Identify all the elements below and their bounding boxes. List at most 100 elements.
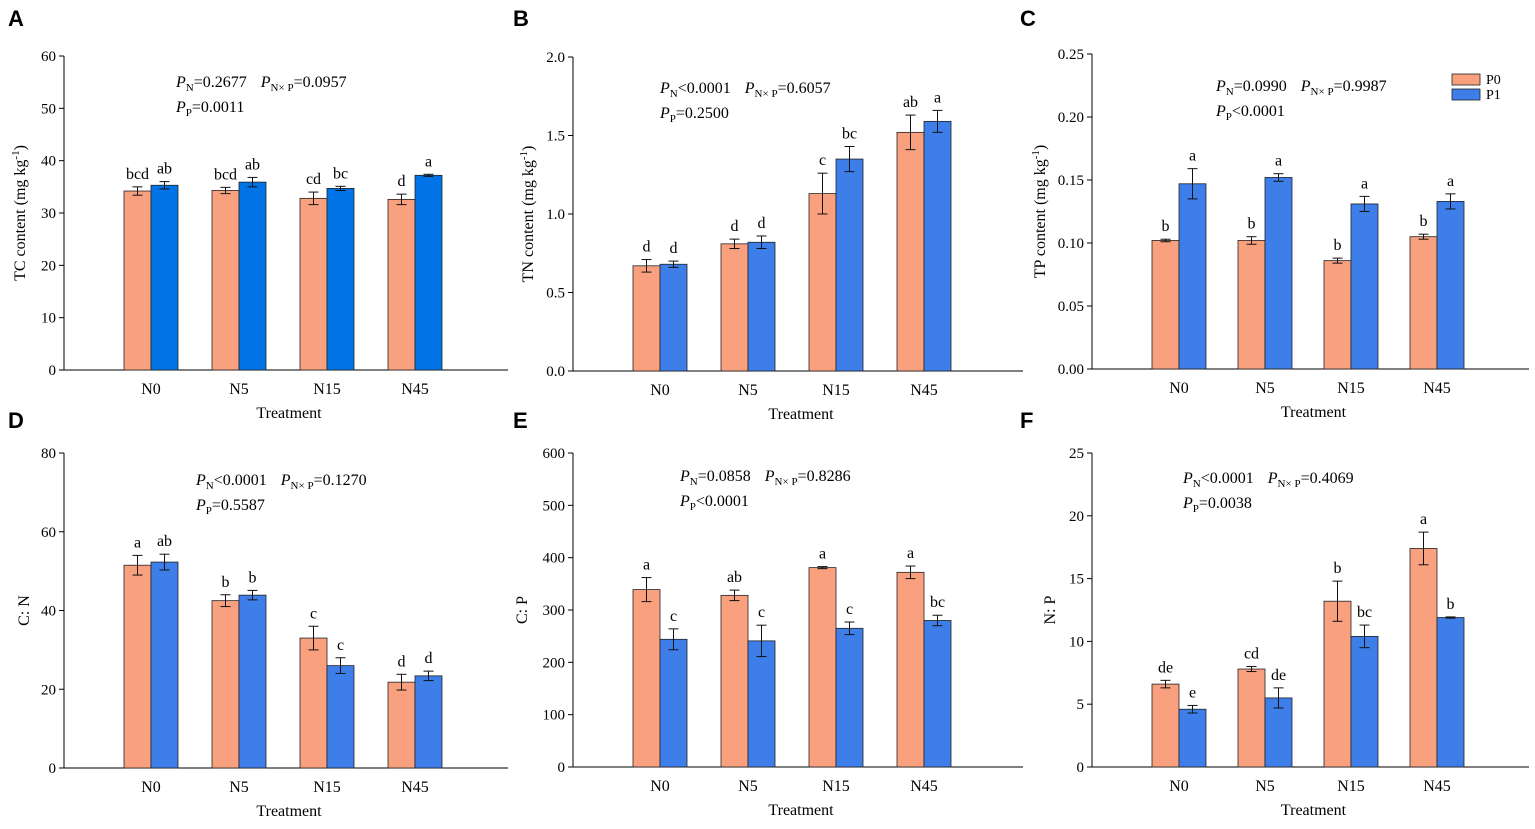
significance-letter: ab bbox=[903, 94, 918, 111]
y-axis-title: C: P bbox=[514, 596, 531, 624]
y-axis-title-main: TC content (mg kg bbox=[12, 160, 29, 281]
stat-sub-n: N bbox=[1193, 478, 1201, 490]
bar-P0-N5 bbox=[720, 243, 749, 372]
stat-line-2: PP=0.2500 bbox=[659, 105, 729, 125]
stat-value-n: <0.0001 bbox=[214, 472, 267, 489]
stat-value-nxp: =0.6057 bbox=[778, 80, 831, 97]
y-tick-label: 100 bbox=[543, 708, 566, 724]
stat-p: P bbox=[1215, 103, 1226, 120]
stat-sub-nxp: N× P bbox=[755, 88, 778, 100]
bar-P1-N0 bbox=[659, 263, 688, 372]
stat-value-nxp: =0.9987 bbox=[1334, 78, 1387, 95]
stat-sub-nxp: N× P bbox=[1311, 86, 1334, 98]
significance-letter: de bbox=[1271, 667, 1286, 684]
stat-p: P bbox=[1300, 78, 1311, 95]
panel-D: D 0 20 40 60 80 C: N Treatment N0 a ab N5 b b N15 c c N45… bbox=[8, 408, 508, 820]
panel-B: B 0.0 0.5 1.0 1.5 2.0 TN content (mg kg-1) Trea… bbox=[513, 6, 1023, 423]
bar-P0-N45 bbox=[387, 198, 416, 371]
legend-swatch-P0 bbox=[1451, 73, 1481, 86]
category-label: N15 bbox=[1337, 778, 1365, 795]
significance-letter: b bbox=[1248, 216, 1256, 233]
panel-A: A 0 10 20 30 40 50 60 TC content (mg kg-1) Treatm… bbox=[8, 6, 508, 422]
y-axis-title-sup: -1 bbox=[10, 150, 22, 159]
stat-p: P bbox=[1182, 495, 1193, 512]
category-label: N5 bbox=[738, 382, 758, 399]
significance-letter: b bbox=[249, 569, 257, 586]
panel-C: C 0.00 0.05 0.10 0.15 0.20 0.25 TP content (mg … bbox=[1020, 6, 1529, 421]
category-label: N0 bbox=[141, 779, 161, 796]
category-label: N0 bbox=[141, 381, 161, 398]
bar-P0-N15 bbox=[808, 193, 837, 372]
legend-label-P0: P0 bbox=[1486, 73, 1501, 88]
significance-letter: a bbox=[134, 534, 141, 551]
category-label: N15 bbox=[1337, 380, 1365, 397]
stat-value-n: <0.0001 bbox=[678, 80, 731, 97]
y-tick-label: 20 bbox=[41, 682, 56, 698]
category-label: N5 bbox=[229, 779, 249, 796]
stat-value-p: =0.2500 bbox=[676, 105, 729, 122]
significance-letter: e bbox=[1189, 684, 1196, 701]
y-tick-label: 10 bbox=[41, 311, 56, 327]
stat-p: P bbox=[1267, 470, 1278, 487]
bar-P0-N0 bbox=[632, 589, 661, 768]
y-tick-label: 0.20 bbox=[1058, 110, 1084, 126]
stat-line-2: PP=0.0038 bbox=[1182, 495, 1252, 515]
category-label: N45 bbox=[910, 382, 938, 399]
stat-sub-n: N bbox=[186, 82, 194, 94]
significance-letter: a bbox=[643, 557, 650, 574]
y-tick-label: 10 bbox=[1069, 634, 1084, 650]
stat-line-1: PN=0.2677 PN× P=0.0957 bbox=[175, 74, 347, 94]
significance-letter: b bbox=[1447, 596, 1455, 613]
bar-P0-N45 bbox=[1409, 236, 1438, 370]
bar-P1-N15 bbox=[835, 627, 864, 768]
stat-sub-p: P bbox=[206, 505, 212, 517]
y-tick-label: 5 bbox=[1077, 697, 1085, 713]
y-axis-title-main: C: N bbox=[16, 595, 33, 626]
bar-P0-N0 bbox=[632, 265, 661, 372]
category-label: N0 bbox=[1169, 778, 1189, 795]
stat-p: P bbox=[764, 468, 775, 485]
stat-p: P bbox=[1182, 470, 1193, 487]
y-axis-title: TP content (mg kg-1) bbox=[1030, 145, 1049, 278]
y-axis-title: C: N bbox=[16, 595, 33, 626]
significance-letter: b bbox=[1334, 237, 1342, 254]
stat-line-1: PN=0.0990 PN× P=0.9987 bbox=[1215, 78, 1387, 98]
stat-p: P bbox=[659, 105, 670, 122]
stat-p: P bbox=[1215, 78, 1226, 95]
stat-line-2: PP<0.0001 bbox=[679, 493, 749, 513]
y-tick-label: 2.0 bbox=[546, 50, 565, 66]
y-tick-label: 60 bbox=[41, 49, 56, 65]
significance-letter: c bbox=[758, 604, 765, 621]
stat-value-n: =0.2677 bbox=[194, 74, 247, 91]
panel-label: C bbox=[1020, 6, 1036, 31]
category-label: N5 bbox=[229, 381, 249, 398]
panel-label: E bbox=[513, 408, 528, 433]
y-axis-title: TC content (mg kg-1) bbox=[10, 145, 29, 281]
significance-letter: de bbox=[1158, 659, 1173, 676]
bar-P0-N45 bbox=[1409, 548, 1438, 768]
stat-sub-nxp: N× P bbox=[775, 476, 798, 488]
significance-letter: bc bbox=[842, 125, 857, 142]
category-label: N45 bbox=[1423, 778, 1451, 795]
bar-P0-N5 bbox=[720, 594, 749, 768]
x-axis-title: Treatment bbox=[768, 802, 834, 819]
significance-letter: d bbox=[643, 239, 651, 256]
bar-P1-N0 bbox=[150, 561, 179, 769]
bar-P1-N0 bbox=[1178, 708, 1207, 768]
stat-sub-p: P bbox=[690, 501, 696, 513]
stat-value-p: =0.0011 bbox=[192, 99, 244, 116]
x-axis-title: Treatment bbox=[1281, 404, 1347, 421]
stat-line-2: PP<0.0001 bbox=[1215, 103, 1285, 123]
significance-letter: ab bbox=[727, 569, 742, 586]
stat-value-p: <0.0001 bbox=[696, 493, 749, 510]
category-label: N45 bbox=[1423, 380, 1451, 397]
significance-letter: bc bbox=[930, 594, 945, 611]
stat-sub-p: P bbox=[1226, 111, 1232, 123]
y-tick-label: 0 bbox=[558, 760, 566, 776]
y-tick-label: 0.05 bbox=[1058, 299, 1084, 315]
stat-value-p: =0.0038 bbox=[1199, 495, 1252, 512]
x-axis-title: Treatment bbox=[256, 405, 322, 422]
significance-letter: ab bbox=[157, 533, 172, 550]
bar-P1-N5 bbox=[238, 594, 267, 769]
